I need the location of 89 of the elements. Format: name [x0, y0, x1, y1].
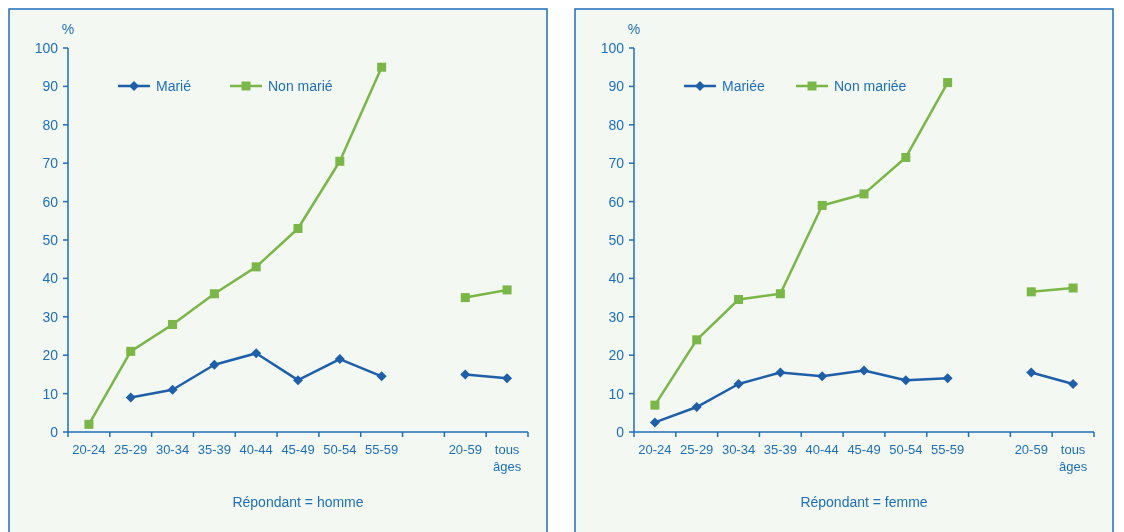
- x-tick-label: 20-59: [1014, 442, 1048, 457]
- point: [209, 359, 220, 370]
- point: [334, 354, 345, 365]
- y-tick-label: 10: [42, 385, 59, 402]
- x-tick-label: 25-29: [680, 442, 714, 457]
- point: [251, 262, 261, 272]
- point: [734, 295, 744, 305]
- x-tick-label: 55-59: [931, 442, 965, 457]
- point: [775, 289, 785, 299]
- y-axis-title: %: [61, 21, 75, 37]
- point: [650, 400, 660, 410]
- point: [859, 365, 869, 376]
- x-tick-label: 35-39: [197, 442, 231, 457]
- point: [1026, 367, 1037, 378]
- point: [460, 293, 470, 303]
- y-tick-label: 10: [608, 385, 625, 402]
- point: [775, 367, 786, 378]
- point: [1068, 283, 1078, 293]
- x-tick-label: 30-34: [155, 442, 190, 457]
- point: [335, 156, 345, 166]
- legend-label: Non marié: [268, 77, 333, 94]
- point: [1026, 287, 1036, 297]
- point: [733, 379, 744, 389]
- x-tick-label: 50-54: [889, 442, 923, 457]
- point: [1068, 379, 1079, 389]
- y-tick-label: 30: [42, 308, 59, 325]
- y-tick-label: 20: [608, 347, 625, 364]
- point: [900, 375, 911, 386]
- x-tick-label: 40-44: [239, 442, 273, 457]
- x-tick-label: 35-39: [763, 442, 797, 457]
- y-tick-label: 70: [608, 155, 625, 172]
- point: [293, 375, 303, 386]
- legend-label: Non mariée: [834, 77, 907, 94]
- point: [293, 223, 303, 233]
- y-tick-label: 80: [608, 116, 625, 133]
- y-tick-label: 90: [42, 78, 59, 95]
- x-tick-label: tous âges: [1058, 442, 1088, 474]
- y-tick-label: 60: [608, 193, 625, 210]
- y-tick-label: 0: [50, 423, 59, 440]
- x-axis-title: Répondant = homme: [232, 494, 364, 510]
- point: [901, 152, 911, 162]
- y-tick-label: 50: [608, 231, 625, 248]
- point: [817, 371, 828, 382]
- x-tick-label: 45-49: [281, 442, 315, 457]
- x-tick-label: 25-29: [114, 442, 148, 457]
- point: [251, 348, 262, 359]
- y-axis-title: %: [627, 21, 641, 37]
- legend-label: Mariée: [722, 77, 766, 94]
- point: [126, 346, 136, 356]
- point: [125, 392, 136, 403]
- point: [817, 200, 827, 210]
- point: [377, 62, 387, 72]
- legend-label: Marié: [156, 77, 192, 94]
- y-tick-label: 70: [42, 155, 59, 172]
- x-axis-title: Répondant = femme: [800, 494, 928, 510]
- point: [168, 319, 178, 329]
- y-tick-label: 30: [608, 308, 625, 325]
- y-tick-label: 60: [42, 193, 59, 210]
- point: [859, 189, 869, 199]
- x-tick-label: 40-44: [805, 442, 839, 457]
- y-tick-label: 40: [608, 270, 625, 287]
- y-tick-label: 100: [600, 39, 625, 56]
- x-tick-label: 30-34: [721, 442, 756, 457]
- x-tick-label: tous âges: [492, 442, 522, 474]
- point: [460, 369, 471, 380]
- point: [502, 373, 513, 384]
- y-tick-label: 0: [616, 423, 625, 440]
- x-tick-label: 45-49: [847, 442, 881, 457]
- point: [692, 335, 702, 345]
- point: [167, 384, 178, 395]
- x-tick-label: 20-59: [448, 442, 482, 457]
- point: [649, 417, 660, 428]
- point: [502, 285, 512, 295]
- point: [943, 78, 953, 88]
- x-tick-label: 55-59: [365, 442, 399, 457]
- point: [691, 402, 702, 413]
- y-tick-label: 100: [34, 39, 59, 56]
- point: [376, 371, 387, 382]
- point: [84, 419, 94, 429]
- x-tick-label: 20-24: [638, 442, 672, 457]
- y-tick-label: 80: [42, 116, 59, 133]
- y-tick-label: 20: [42, 347, 59, 364]
- point: [209, 289, 219, 299]
- x-tick-label: 50-54: [323, 442, 357, 457]
- y-tick-label: 90: [608, 78, 625, 95]
- x-tick-label: 20-24: [72, 442, 106, 457]
- y-tick-label: 40: [42, 270, 59, 287]
- y-tick-label: 50: [42, 231, 59, 248]
- point: [942, 373, 953, 384]
